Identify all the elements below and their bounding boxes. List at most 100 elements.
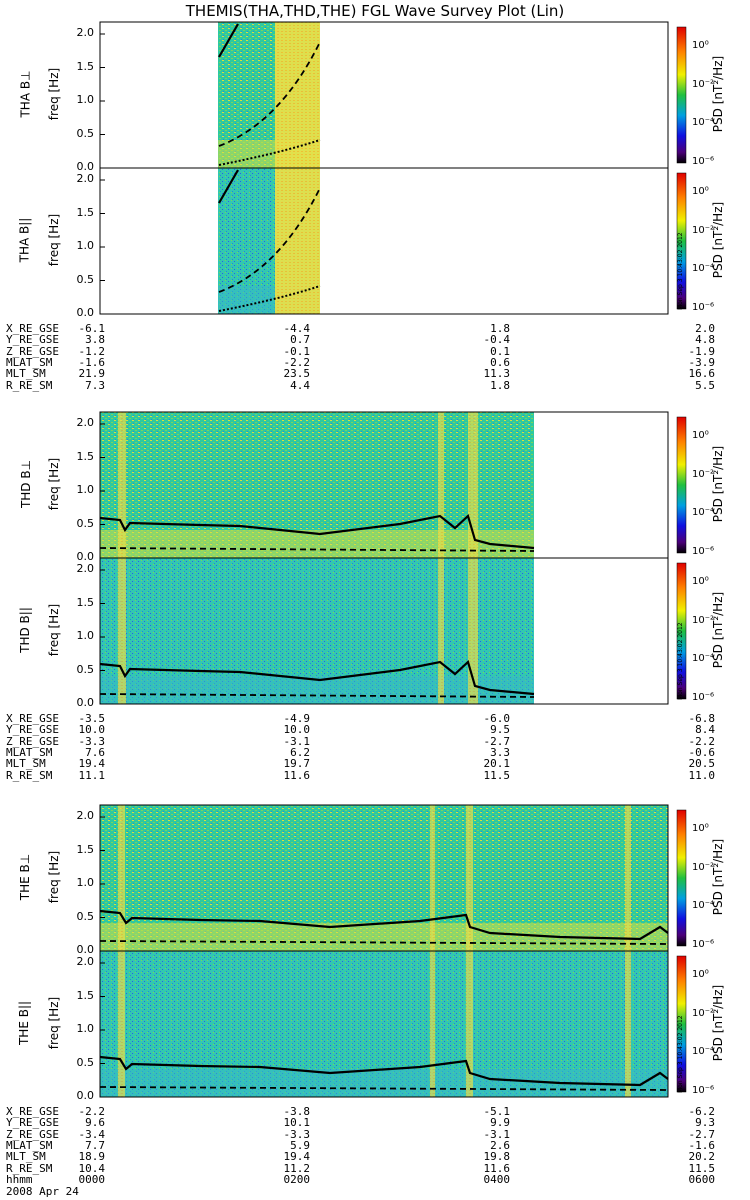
ephemeris-value: 9.9: [490, 1116, 510, 1130]
ephemeris-value: -3.8: [283, 1105, 311, 1118]
y-tick-label: 2.0: [76, 955, 95, 968]
ephemeris-value: 20.2: [688, 1150, 716, 1164]
ephemeris-value: -1.6: [78, 355, 106, 369]
ephemeris-value: -2.7: [688, 1127, 716, 1141]
ephemeris-label: MLT_SM: [6, 1150, 46, 1164]
y-tick-label: 1.5: [76, 205, 95, 219]
colorbar-tick-label: 10⁻⁴: [692, 507, 715, 519]
ephemeris-value: 8.4: [695, 723, 715, 737]
ephemeris-value: 11.1: [78, 768, 106, 782]
half-gyro-line: [99, 547, 535, 552]
time-tick-label: 0000: [78, 1172, 106, 1186]
panel-frame: [99, 21, 669, 169]
wave-stripe: [275, 168, 320, 314]
y-tick-label: 0.0: [76, 306, 95, 319]
ephemeris-value: -3.5: [78, 712, 106, 725]
ephemeris-value: -2.7: [483, 734, 511, 748]
colorbar-tick-label: 10⁻⁶: [692, 156, 715, 167]
y-tick-label: 0.5: [76, 126, 95, 140]
colorbar-tick-label: 10⁻²: [692, 614, 715, 626]
spectrogram-panel: [99, 21, 687, 169]
panel-name: THD B||: [17, 607, 32, 653]
colorbar: [676, 809, 687, 947]
ephemeris-value: 3.3: [490, 745, 510, 759]
ephemeris-value: 4.4: [290, 378, 310, 392]
colorbar-tick-label: 10⁻⁴: [692, 900, 715, 912]
wave-stripe: [466, 805, 473, 951]
ephemeris-value: 3.8: [85, 333, 105, 347]
y-tick-label: 1.5: [76, 449, 95, 463]
colorbar-tick-label: 10⁻²: [692, 468, 715, 480]
colorbar-tick-label: 10⁰: [692, 430, 709, 441]
panel-frame: [99, 950, 669, 1098]
colorbar: [676, 416, 687, 554]
ephemeris-value: 21.9: [78, 367, 106, 381]
ephemeris-value: 7.3: [85, 378, 105, 392]
time-axis-label: hhmm: [6, 1172, 33, 1186]
ephemeris-value: 19.4: [283, 1150, 311, 1164]
ephemeris-label: MLT_SM: [6, 757, 46, 771]
y-tick-label: 0.5: [76, 662, 95, 676]
wave-stripe: [468, 558, 478, 704]
colorbar-tick-label: 10⁻⁴: [692, 653, 715, 665]
timestamp-stamp: Mon Sep 3 10:43:02 2012: [677, 1015, 684, 1093]
y-tick-label: 0.0: [76, 696, 95, 709]
colorbar: [676, 955, 687, 1093]
half-gyro-line: [99, 693, 535, 698]
y-tick-label: 0.5: [76, 516, 95, 530]
colorbar-tick-label: 10⁻²: [692, 861, 715, 873]
colorbar-tick-label: 10⁰: [692, 40, 709, 51]
colorbar-tick-label: 10⁻⁴: [692, 263, 715, 275]
ephemeris-label: MLT_SM: [6, 367, 46, 381]
spectrogram-panel: [99, 557, 687, 705]
ephemeris-value: -6.2: [688, 1105, 716, 1118]
ephemeris-value: 0.1: [490, 344, 510, 358]
panel-name: THE B||: [17, 1000, 32, 1046]
colorbar-tick-label: 10⁻⁴: [692, 117, 715, 129]
panel-name: THA B||: [17, 217, 32, 263]
wave-stripe: [118, 412, 126, 558]
freq-axis-label: freq [Hz]: [47, 67, 62, 121]
y-tick-label: 0.0: [76, 943, 95, 956]
colorbar: [676, 26, 687, 164]
ephemeris-value: 0.6: [490, 355, 510, 369]
y-tick-label: 1.0: [76, 239, 95, 252]
colorbar-tick-label: 10⁰: [692, 576, 709, 587]
ephemeris-value: 20.1: [483, 757, 511, 771]
ephemeris-value: -6.1: [78, 322, 106, 335]
gyro-line: [99, 909, 669, 941]
gyro-line: [99, 1055, 669, 1087]
time-tick-label: 0600: [688, 1172, 716, 1186]
colorbar-tick-label: 10⁻⁶: [692, 1085, 715, 1096]
ephemeris-value: 11.0: [688, 768, 716, 782]
ephemeris-value: -3.3: [78, 734, 106, 748]
ephemeris-value: -6.8: [688, 712, 716, 725]
spectrogram-panel: [99, 411, 687, 559]
ephemeris-value: 0.7: [290, 333, 310, 347]
ephemeris-value: 11.5: [483, 768, 511, 782]
panel-frame: [99, 167, 669, 315]
wave-stripe: [430, 805, 435, 951]
y-tick-label: 1.0: [76, 629, 95, 642]
ephemeris-value: -6.0: [483, 712, 511, 725]
gyro-line: [99, 513, 535, 550]
colorbar-tick-label: 10⁻⁶: [692, 692, 715, 703]
ephemeris-value: -2.2: [688, 734, 716, 748]
panel-frame: [99, 557, 669, 705]
ephemeris-value: -0.4: [483, 333, 511, 347]
ephemeris-label: Y_RE_GSE: [6, 723, 59, 737]
wave-stripe: [118, 558, 126, 704]
y-tick-label: 2.0: [76, 809, 95, 822]
ephemeris-label: X_RE_GSE: [6, 712, 59, 725]
wave-stripe: [438, 558, 444, 704]
freq-axis-label: freq [Hz]: [47, 603, 62, 657]
ephemeris-value: -1.9: [688, 344, 716, 358]
time-tick-label: 0400: [483, 1172, 511, 1186]
timestamp-stamp: Mon Sep 3 10:43:02 2012: [677, 622, 684, 700]
colorbar-tick-label: 10⁰: [692, 969, 709, 980]
half-gyro-line: [99, 1086, 669, 1091]
colorbar-tick-label: 10⁻⁶: [692, 939, 715, 950]
ephemeris-label: MLAT_SM: [6, 355, 53, 369]
wave-stripe: [118, 951, 125, 1097]
panel-name: THD B⊥: [19, 459, 34, 509]
